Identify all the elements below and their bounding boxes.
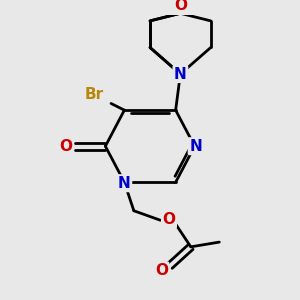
Text: Br: Br: [84, 87, 104, 102]
Text: O: O: [155, 263, 168, 278]
Text: O: O: [163, 212, 176, 227]
Text: O: O: [59, 139, 72, 154]
Text: N: N: [174, 67, 187, 82]
Text: O: O: [174, 0, 187, 13]
Text: N: N: [189, 139, 202, 154]
Text: N: N: [118, 176, 131, 191]
